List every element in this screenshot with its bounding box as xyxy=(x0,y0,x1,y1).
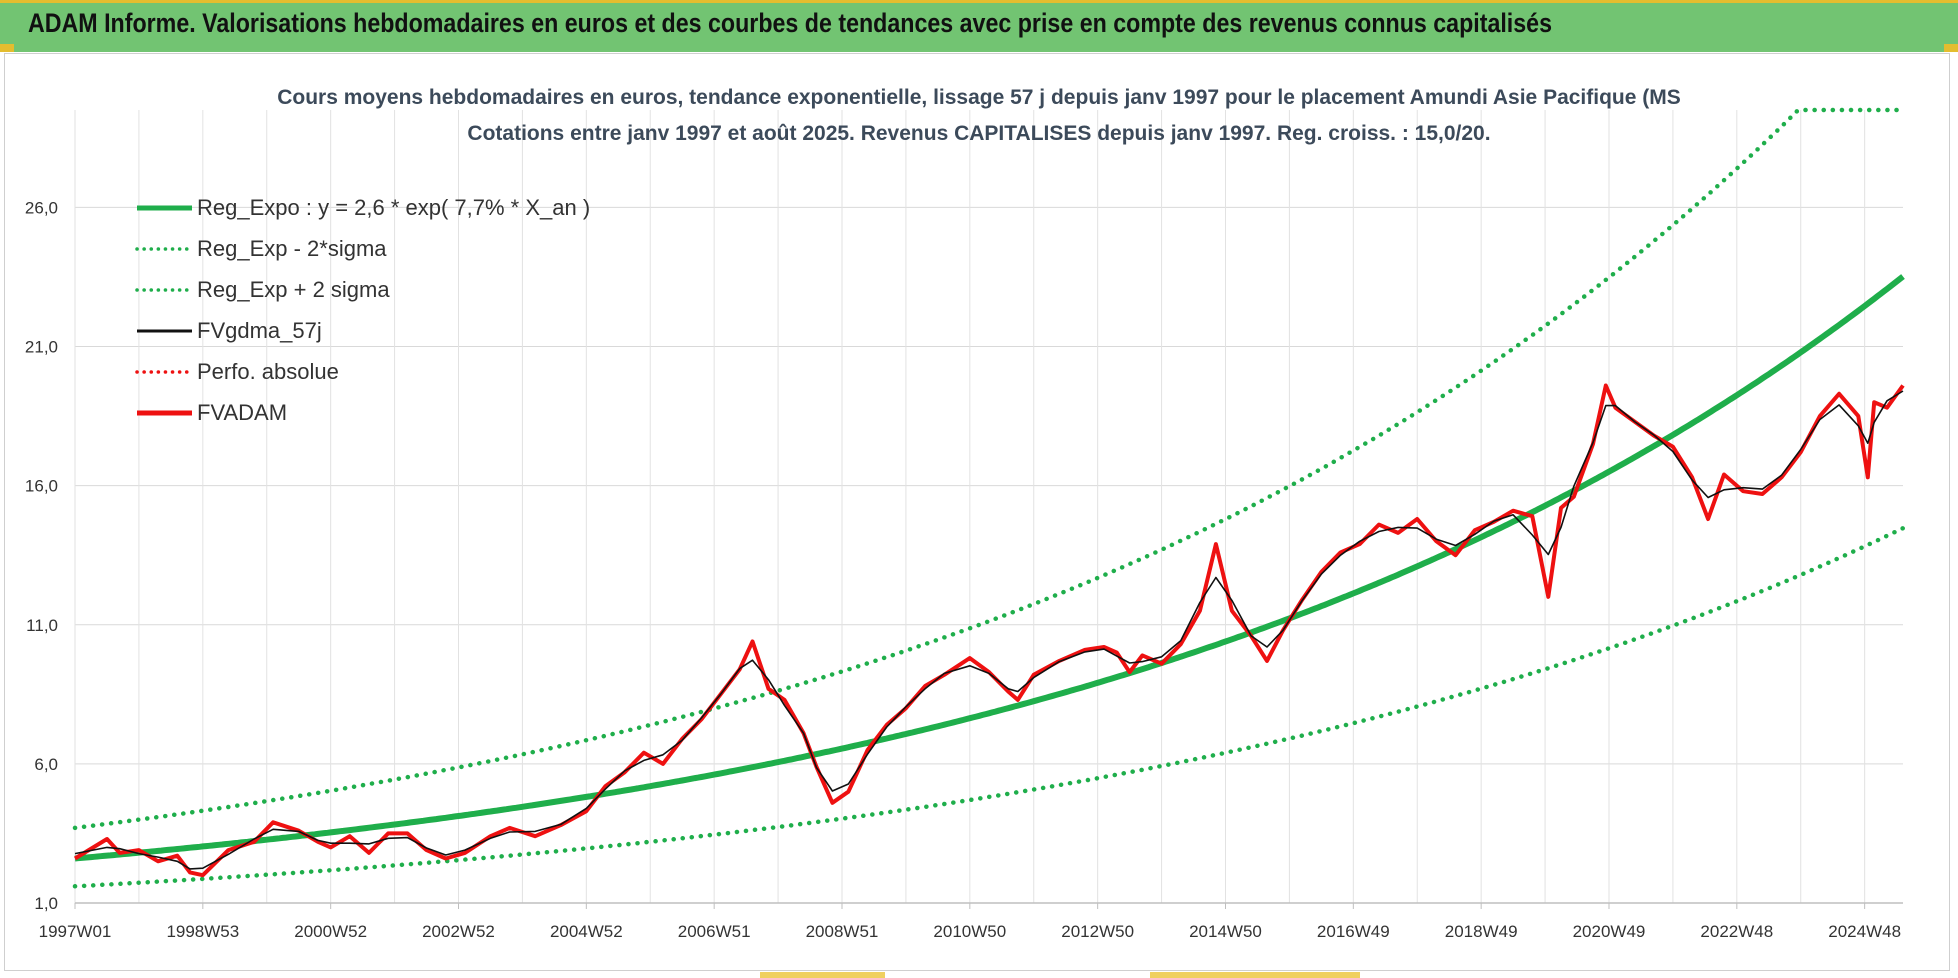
y-tick-label: 26,0 xyxy=(25,198,58,217)
chart-grid xyxy=(74,110,1903,904)
header-banner: ADAM Informe. Valorisations hebdomadaire… xyxy=(0,0,1958,52)
header-title: ADAM Informe. Valorisations hebdomadaire… xyxy=(28,8,1553,38)
x-tick-label: 2008W51 xyxy=(806,922,879,941)
legend-label: Reg_Expo : y = 2,6 * exp( 7,7% * X_an ) xyxy=(197,195,590,220)
x-tick-label: 2018W49 xyxy=(1445,922,1518,941)
chart-title-line-2: Cotations entre janv 1997 et août 2025. … xyxy=(467,122,1490,145)
chart-frame xyxy=(4,53,1950,971)
legend-label: Perfo. absolue xyxy=(197,359,339,384)
x-tick-label: 2004W52 xyxy=(550,922,623,941)
x-tick-label: 2010W50 xyxy=(933,922,1006,941)
banner-corner-left xyxy=(0,44,14,52)
bottom-marker-2 xyxy=(1150,972,1360,978)
x-tick-label: 1997W01 xyxy=(39,922,112,941)
x-tick-label: 2002W52 xyxy=(422,922,495,941)
x-tick-label: 2020W49 xyxy=(1573,922,1646,941)
series-regression-trend xyxy=(74,274,1905,862)
x-tick-label: 2022W48 xyxy=(1700,922,1773,941)
series-fvadam xyxy=(73,383,1905,878)
chart-title-line-1: Cours moyens hebdomadaires en euros, ten… xyxy=(277,86,1681,109)
y-tick-label: 16,0 xyxy=(25,477,58,496)
chart-series xyxy=(72,107,1906,889)
x-tick-label: 2016W49 xyxy=(1317,922,1390,941)
legend-label: FVADAM xyxy=(197,400,287,425)
legend-label: Reg_Exp + 2 sigma xyxy=(197,277,390,302)
x-tick-label: 2006W51 xyxy=(678,922,751,941)
y-axis-tick-labels: 1,0 6,0 11,0 16,0 21,0 26,0 xyxy=(25,198,58,913)
bottom-marker-1 xyxy=(760,972,885,978)
chart-axes xyxy=(74,902,1903,909)
series-fvgdma-57j xyxy=(74,390,1904,870)
x-axis-tick-labels: 1997W01 1998W53 2000W52 2002W52 2004W52 2006W… xyxy=(39,922,1901,941)
y-tick-label: 21,0 xyxy=(25,338,58,357)
chart-legend: Reg_Expo : y = 2,6 * exp( 7,7% * X_an ) R… xyxy=(135,195,590,425)
x-tick-label: 1998W53 xyxy=(166,922,239,941)
y-tick-label: 1,0 xyxy=(34,894,58,913)
series-upper-band xyxy=(72,107,1906,831)
x-tick-label: 2000W52 xyxy=(294,922,367,941)
x-tick-label: 2014W50 xyxy=(1189,922,1262,941)
x-tick-label: 2024W48 xyxy=(1828,922,1901,941)
y-tick-label: 6,0 xyxy=(34,755,58,774)
legend-label: Reg_Exp - 2*sigma xyxy=(197,236,387,261)
banner-corner-right xyxy=(1944,44,1958,52)
series-lower-band xyxy=(72,525,1906,889)
y-tick-label: 11,0 xyxy=(26,616,58,635)
legend-label: FVgdma_57j xyxy=(197,318,322,343)
x-tick-label: 2012W50 xyxy=(1061,922,1134,941)
